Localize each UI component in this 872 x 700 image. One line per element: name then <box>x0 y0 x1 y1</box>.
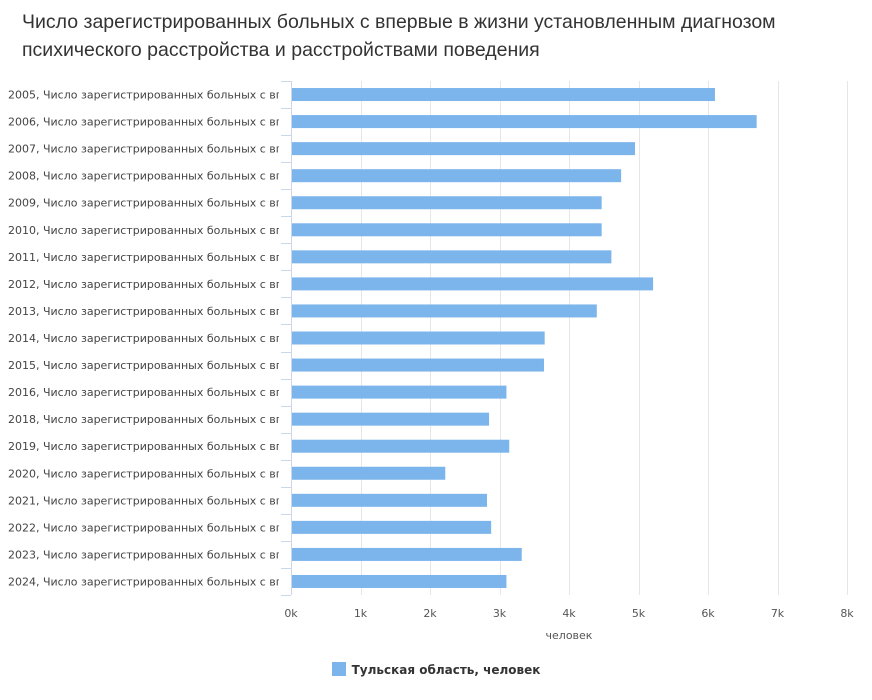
bar[interactable] <box>292 358 544 372</box>
category-label: 2008, Число зарегистрированных больных с… <box>8 170 283 183</box>
bar[interactable] <box>292 304 597 318</box>
x-tick-label: 4k <box>562 607 576 620</box>
category-label: 2012, Число зарегистрированных больных с… <box>8 278 283 291</box>
legend-label: Тульская область, человек <box>351 663 541 677</box>
x-tick-label: 7k <box>771 607 785 620</box>
bar[interactable] <box>292 439 510 453</box>
bar[interactable] <box>292 277 654 291</box>
gridlines <box>281 81 848 596</box>
category-label: 2011, Число зарегистрированных больных с… <box>8 251 283 264</box>
legend[interactable]: Тульская область, человек <box>0 662 872 677</box>
category-label: 2018, Число зарегистрированных больных с… <box>8 413 283 426</box>
bar[interactable] <box>292 412 490 426</box>
x-axis-ticks: 0k 1k 2k 3k 4k 5k 6k 7k 8k <box>284 607 854 620</box>
category-label: 2006, Число зарегистрированных больных с… <box>8 116 283 129</box>
x-tick-label: 2k <box>423 607 437 620</box>
x-tick-label: 0k <box>284 607 298 620</box>
bar[interactable] <box>292 250 612 264</box>
chart-plot: 2005, Число зарегистрированных больных с… <box>8 81 854 642</box>
chart-title: Число зарегистрированных больных с вперв… <box>22 11 776 61</box>
bar[interactable] <box>292 520 492 534</box>
category-label: 2014, Число зарегистрированных больных с… <box>8 332 283 345</box>
bar[interactable] <box>292 466 446 480</box>
bars <box>292 88 757 588</box>
category-label: 2013, Число зарегистрированных больных с… <box>8 305 283 318</box>
category-label: 2022, Число зарегистрированных больных с… <box>8 521 283 534</box>
bar[interactable] <box>292 142 636 156</box>
bar[interactable] <box>292 223 602 237</box>
bar[interactable] <box>292 493 487 507</box>
x-tick-label: 6k <box>701 607 715 620</box>
legend-swatch <box>331 662 346 676</box>
x-tick-label: 5k <box>632 607 646 620</box>
x-tick-label: 8k <box>840 607 854 620</box>
category-label: 2005, Число зарегистрированных больных с… <box>8 89 283 102</box>
category-labels: 2005, Число зарегистрированных больных с… <box>8 89 283 589</box>
category-label: 2015, Число зарегистрированных больных с… <box>8 359 283 372</box>
x-tick-label: 1k <box>354 607 368 620</box>
bar[interactable] <box>292 547 522 561</box>
category-label: 2010, Число зарегистрированных больных с… <box>8 224 283 237</box>
bar[interactable] <box>292 574 507 588</box>
category-label: 2023, Число зарегистрированных больных с… <box>8 548 283 561</box>
category-label: 2016, Число зарегистрированных больных с… <box>8 386 283 399</box>
bar[interactable] <box>292 88 715 102</box>
bar[interactable] <box>292 115 757 129</box>
category-label: 2009, Число зарегистрированных больных с… <box>8 197 283 210</box>
category-label: 2019, Число зарегистрированных больных с… <box>8 440 283 453</box>
bar[interactable] <box>292 331 545 345</box>
bar[interactable] <box>292 196 602 210</box>
x-axis-title: человек <box>546 629 593 642</box>
category-label: 2007, Число зарегистрированных больных с… <box>8 143 283 156</box>
category-label: 2024, Число зарегистрированных больных с… <box>8 575 283 588</box>
x-tick-label: 3k <box>493 607 507 620</box>
bar[interactable] <box>292 169 622 183</box>
category-label: 2020, Число зарегистрированных больных с… <box>8 467 283 480</box>
bar[interactable] <box>292 385 507 399</box>
category-label: 2021, Число зарегистрированных больных с… <box>8 494 283 507</box>
